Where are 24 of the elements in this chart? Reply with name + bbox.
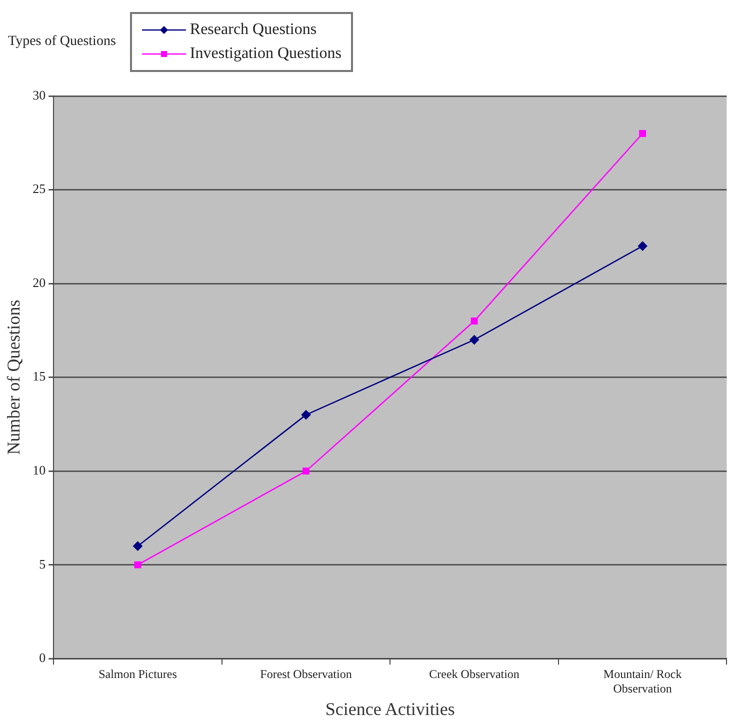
point: [134, 561, 142, 568]
y-tick-label: 10: [32, 462, 46, 478]
x-tick-label: Salmon Pictures: [98, 666, 178, 681]
legend-label: Investigation Questions: [190, 44, 342, 64]
x-axis-title: Science Activities: [325, 698, 455, 719]
point: [470, 318, 478, 325]
point: [302, 468, 310, 475]
y-tick-label: 30: [32, 87, 46, 102]
x-tick-label: Mountain/ Rock Observation: [603, 666, 682, 696]
y-tick-label: 25: [32, 181, 46, 196]
y-tick-label: 0: [39, 650, 46, 666]
x-tick-label: Forest Observation: [260, 666, 352, 681]
point: [470, 335, 479, 344]
legend-label: Research Questions: [190, 20, 317, 40]
point: [301, 410, 311, 420]
point: [133, 541, 142, 551]
x-tick-label: Creek Observation: [429, 666, 520, 681]
legend-title: Types of Questions: [8, 34, 116, 50]
y-tick-label: 20: [32, 274, 46, 290]
point: [639, 130, 646, 137]
y-axis-title: Number of Questions: [4, 300, 24, 455]
y-tick-label: 5: [39, 556, 46, 572]
y-tick-label: 15: [32, 368, 46, 384]
point: [638, 241, 648, 251]
